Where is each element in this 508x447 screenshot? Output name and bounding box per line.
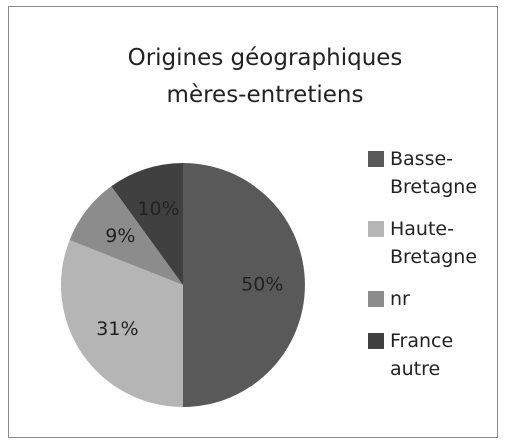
legend: Basse-Bretagne Haute-Bretagne nr France aut… <box>368 145 498 397</box>
legend-swatch <box>368 151 384 167</box>
pie-slice <box>60 240 183 407</box>
legend-item: Basse-Bretagne <box>368 145 498 201</box>
legend-swatch <box>368 221 384 237</box>
legend-item: Haute-Bretagne <box>368 215 498 271</box>
legend-item: France autre <box>368 327 498 383</box>
legend-label: nr <box>390 288 410 310</box>
legend-item: nr <box>368 285 498 313</box>
chart-title: Origines géographiques mères-entretiens <box>127 45 403 108</box>
pie-slice <box>69 186 183 285</box>
legend-swatch <box>368 291 384 307</box>
data-label: 9% <box>105 225 135 247</box>
data-label: 50% <box>241 274 283 296</box>
chart-frame <box>8 6 498 438</box>
pie-slice <box>111 163 183 285</box>
data-label: 10% <box>137 198 179 220</box>
legend-swatch <box>368 333 384 349</box>
legend-label: Basse-Bretagne <box>390 148 478 198</box>
data-label: 31% <box>96 318 138 340</box>
legend-label: Haute-Bretagne <box>390 218 478 268</box>
pie-slice <box>183 163 305 407</box>
legend-label: France autre <box>390 330 454 380</box>
